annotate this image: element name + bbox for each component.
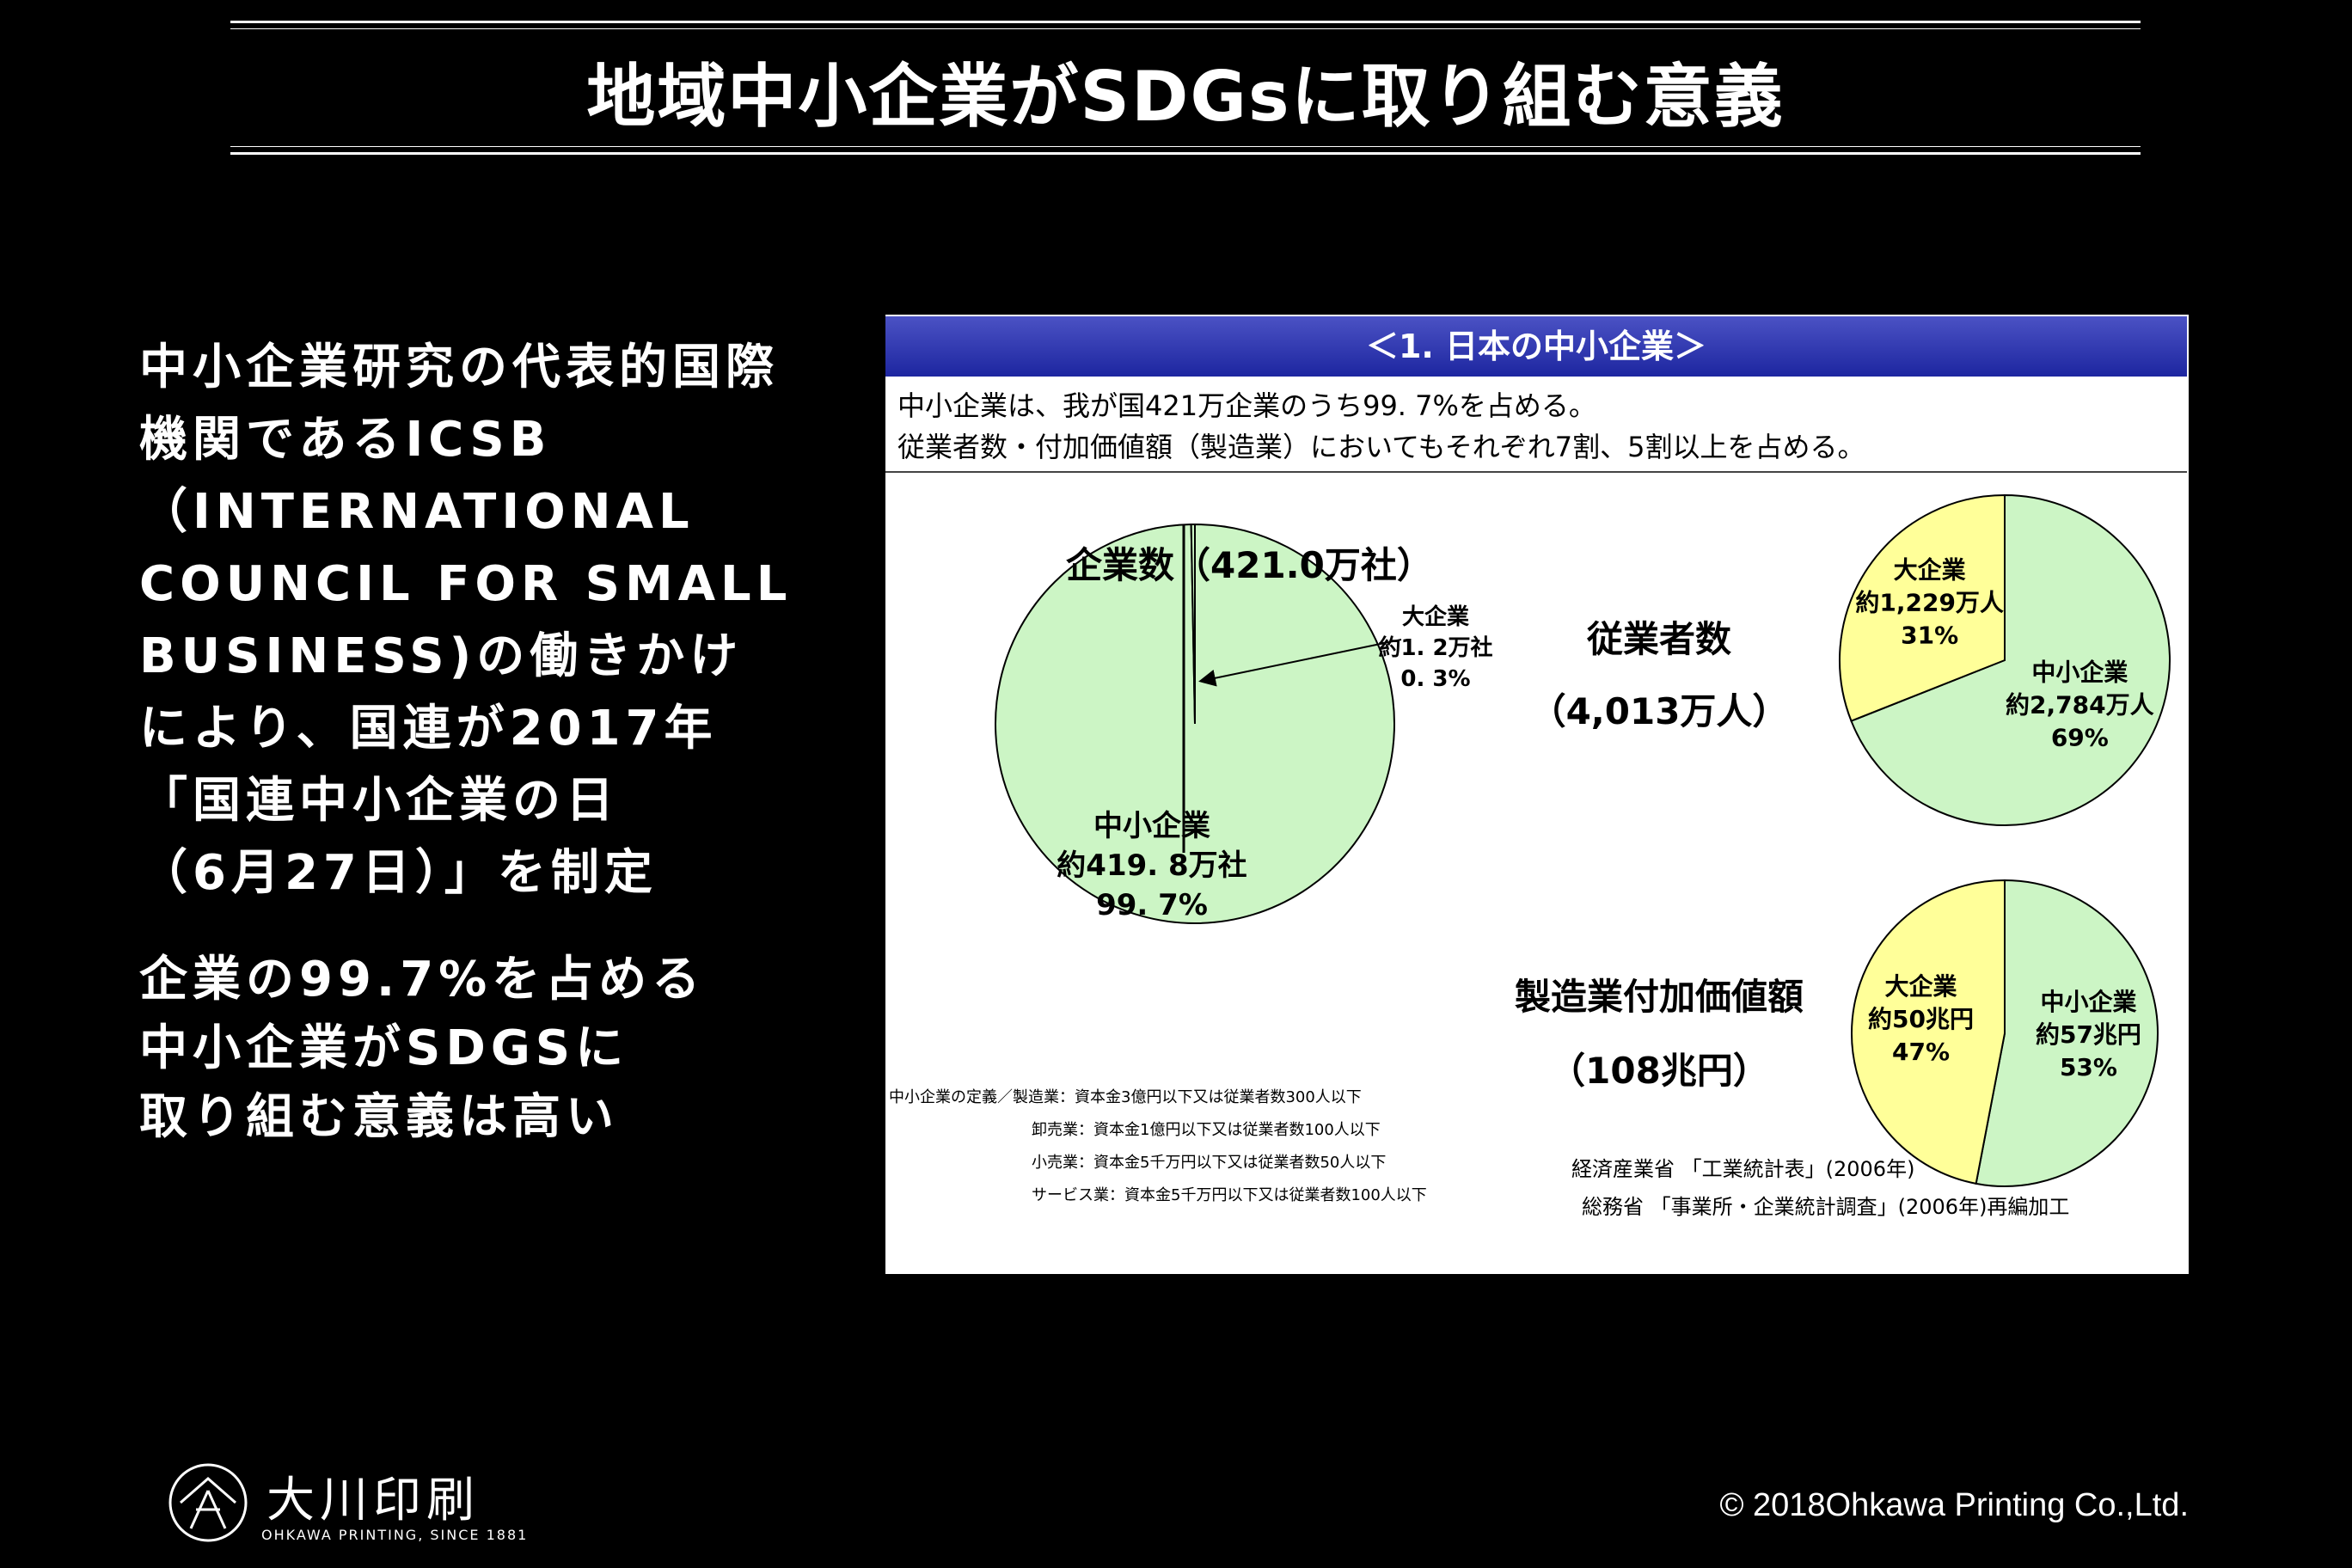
- slice-label: 31%: [1901, 622, 1958, 650]
- company-logo-name: 大川印刷: [266, 1473, 480, 1528]
- company-logo-icon: [168, 1463, 248, 1542]
- slice-label: 大企業: [1885, 972, 1957, 1001]
- intro-line: 機関であるICSB: [139, 412, 552, 468]
- panel-summary: 中小企業は、我が国421万企業のうち99. 7%を占める。 従業者数・付加価値額…: [897, 385, 1865, 468]
- title-bottom-rule-thick: [230, 152, 2141, 155]
- conclusion-line: 取り組む意義は高い: [139, 1089, 619, 1145]
- pie-slice-sme: [1975, 879, 2159, 1187]
- chart-title: 企業数（421.0万社）: [1066, 544, 1433, 586]
- chart-subtitle: （4,013万人）: [1530, 690, 1789, 732]
- summary-line-1: 中小企業は、我が国421万企業のうち99. 7%を占める。: [897, 389, 1596, 422]
- slide-title: 地域中小企業がSDGsに取り組む意義: [586, 57, 1785, 137]
- summary-divider: [885, 471, 2187, 473]
- definition-line: サービス業：資本金5千万円以下又は従業者数100人以下: [1032, 1186, 1427, 1204]
- panel-header: ＜1. 日本の中小企業＞: [885, 316, 2187, 377]
- slice-label: 47%: [1892, 1038, 1950, 1066]
- slice-label: 53%: [2060, 1053, 2117, 1081]
- definition-line: 小売業：資本金5千万円以下又は従業者数50人以下: [1032, 1154, 1387, 1172]
- intro-text: 中小企業研究の代表的国際 機関であるICSB （INTERNATIONAL CO…: [139, 332, 844, 910]
- slice-label: 約2,784万人: [2006, 690, 2154, 719]
- company-logo-tagline: OHKAWA PRINTING, SINCE 1881: [261, 1527, 529, 1543]
- slice-label: 約50兆円: [1868, 1005, 1974, 1033]
- pie-slice-sme: [1850, 493, 2171, 826]
- intro-line: （INTERNATIONAL: [139, 484, 695, 540]
- slice-label: 0. 3%: [1400, 666, 1470, 692]
- slice-label: 中小企業: [1093, 809, 1210, 843]
- pie-slice-large: [1839, 493, 2006, 722]
- chart-title: 従業者数: [1586, 618, 1731, 660]
- chart-subtitle: （108兆円）: [1549, 1050, 1769, 1092]
- source-line-2: 総務省 「事業所・企業統計調査」(2006年)再編加工: [1582, 1195, 2070, 1219]
- definition-line: 中小企業の定義／製造業：資本金3億円以下又は従業者数300人以下: [889, 1088, 1362, 1106]
- pie-slice-large: [1190, 523, 1196, 725]
- definition-line: 卸売業：資本金1億円以下又は従業者数100人以下: [1032, 1121, 1381, 1139]
- slice-label: 大企業: [1894, 556, 1966, 585]
- slice-label: 約1. 2万社: [1378, 634, 1492, 661]
- slice-label: 中小企業: [2031, 658, 2128, 686]
- intro-line: BUSINESS)の働きかけ: [139, 628, 744, 684]
- intro-line: （6月27日）」を制定: [139, 845, 658, 901]
- title-top-rule-thin: [230, 28, 2141, 29]
- intro-line: 中小企業研究の代表的国際: [139, 340, 779, 395]
- slice-label: 約1,229万人: [1855, 589, 2004, 617]
- slice-label: 大企業: [1402, 603, 1469, 630]
- slice-label: 約419. 8万社: [1057, 848, 1246, 883]
- intro-line: により、国連が2017年: [139, 701, 718, 756]
- intro-line: COUNCIL FOR SMALL: [139, 556, 793, 612]
- conclusion-line: 中小企業がSDGSに: [139, 1020, 629, 1076]
- title-top-rule: [230, 21, 2141, 23]
- intro-line: 「国連中小企業の日: [139, 773, 619, 829]
- copyright-text: © 2018Ohkawa Printing Co.,Ltd.: [1719, 1487, 2189, 1523]
- panel-bottom-bar: [885, 1274, 2189, 1291]
- pie-slice-large: [1851, 879, 2006, 1185]
- title-bottom-rule: [230, 146, 2141, 147]
- slice-label: 約57兆円: [2036, 1020, 2141, 1049]
- conclusion-line: 企業の99.7%を占める: [139, 952, 706, 1008]
- slice-label: 99. 7%: [1096, 888, 1208, 922]
- slice-label: 中小企業: [2040, 988, 2136, 1016]
- conclusion-text: 企業の99.7%を占める 中小企業がSDGSに 取り組む意義は高い: [139, 946, 844, 1152]
- source-line-1: 経済産業省 「工業統計表」(2006年): [1571, 1157, 1915, 1181]
- summary-line-2: 従業者数・付加価値額（製造業）においてもそれぞれ7割、5割以上を占める。: [897, 431, 1865, 463]
- slice-label: 69%: [2051, 723, 2109, 751]
- leader-arrow: [1198, 639, 1402, 687]
- sme-chart-panel: ＜1. 日本の中小企業＞ 中小企業は、我が国421万企業のうち99. 7%を占め…: [885, 315, 2189, 1291]
- chart-title: 製造業付加価値額: [1515, 976, 1804, 1018]
